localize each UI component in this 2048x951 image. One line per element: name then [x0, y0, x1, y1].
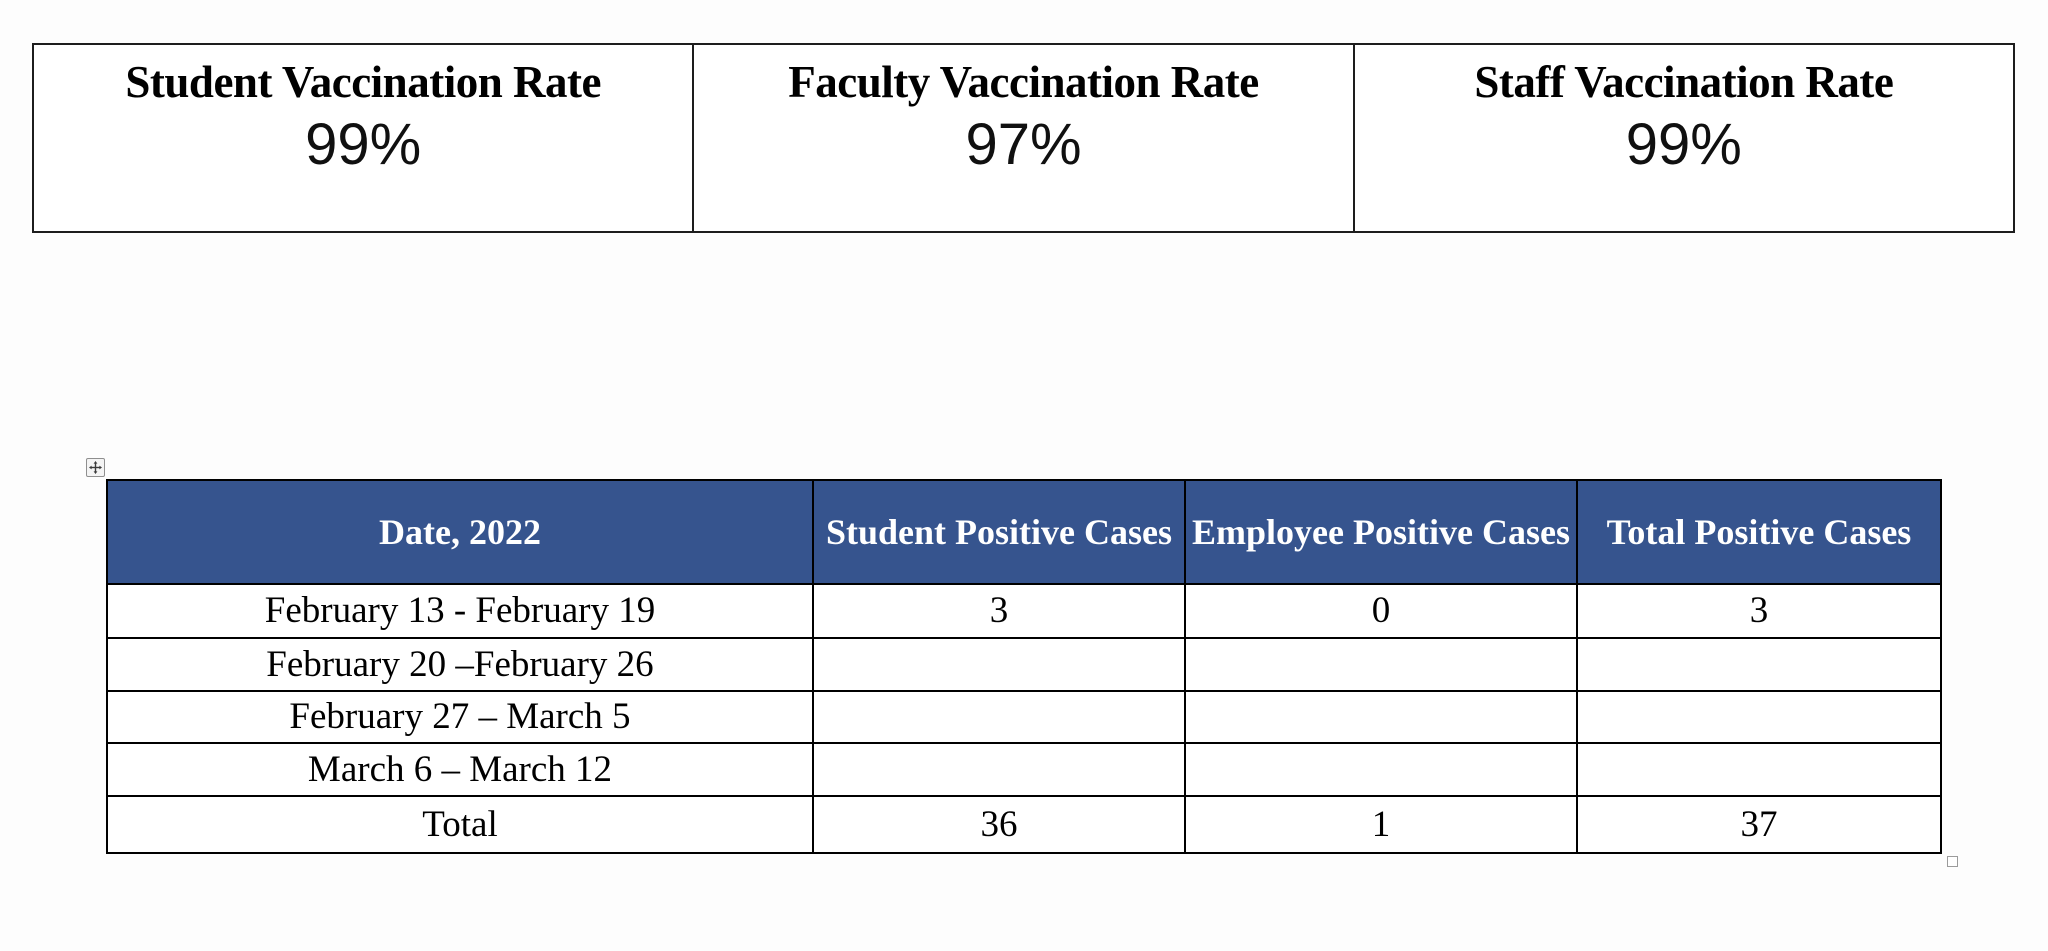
cases-student-cell: [812, 742, 1186, 797]
table-row: March 6 – March 12: [106, 742, 1942, 797]
staff-vaccination-cell: Staff Vaccination Rate 99%: [1352, 43, 2016, 233]
cases-total-cell: [1576, 742, 1942, 797]
staff-vaccination-value: 99%: [1625, 112, 1742, 177]
cases-header-total: Total Positive Cases: [1576, 479, 1942, 585]
cases-date-cell: February 20 –February 26: [106, 637, 814, 692]
cases-header-student: Student Positive Cases: [812, 479, 1186, 585]
vaccination-rate-table: Student Vaccination Rate 99% Faculty Vac…: [31, 43, 2016, 233]
faculty-vaccination-value: 97%: [965, 112, 1082, 177]
cases-total-cell: [1576, 690, 1942, 744]
student-vaccination-label: Student Vaccination Rate: [125, 57, 601, 107]
student-vaccination-value: 99%: [305, 112, 422, 177]
cases-date-cell: March 6 – March 12: [106, 742, 814, 797]
cases-employee-cell: [1184, 690, 1578, 744]
faculty-vaccination-label: Faculty Vaccination Rate: [788, 57, 1259, 107]
cases-student-cell: [812, 690, 1186, 744]
positive-cases-table: Date, 2022 Student Positive Cases Employ…: [106, 479, 1942, 854]
cases-date-cell: February 13 - February 19: [106, 583, 814, 639]
faculty-vaccination-cell: Faculty Vaccination Rate 97%: [692, 43, 1355, 233]
cases-header-row: Date, 2022 Student Positive Cases Employ…: [106, 479, 1942, 585]
cases-date-cell: February 27 – March 5: [106, 690, 814, 744]
cases-header-date: Date, 2022: [106, 479, 814, 585]
cases-student-cell: [812, 637, 1186, 692]
staff-vaccination-label: Staff Vaccination Rate: [1474, 57, 1894, 107]
cases-employee-cell: 1: [1184, 795, 1578, 854]
cases-total-cell: 37: [1576, 795, 1942, 854]
cases-total-cell: [1576, 637, 1942, 692]
cases-header-employee: Employee Positive Cases: [1184, 479, 1578, 585]
cases-total-label-cell: Total: [106, 795, 814, 854]
cases-student-cell: 36: [812, 795, 1186, 854]
cases-total-cell: 3: [1576, 583, 1942, 639]
student-vaccination-cell: Student Vaccination Rate 99%: [31, 43, 695, 233]
table-resize-handle-icon[interactable]: [1947, 856, 1958, 867]
table-row: February 27 – March 5: [106, 690, 1942, 744]
cases-student-cell: 3: [812, 583, 1186, 639]
table-row: Total 36 1 37: [106, 795, 1942, 854]
table-row: February 20 –February 26: [106, 637, 1942, 692]
table-move-handle-icon[interactable]: [86, 458, 105, 477]
cases-employee-cell: [1184, 742, 1578, 797]
move-cross-icon: [89, 461, 102, 474]
cases-employee-cell: [1184, 637, 1578, 692]
table-row: February 13 - February 19 3 0 3: [106, 583, 1942, 639]
cases-employee-cell: 0: [1184, 583, 1578, 639]
